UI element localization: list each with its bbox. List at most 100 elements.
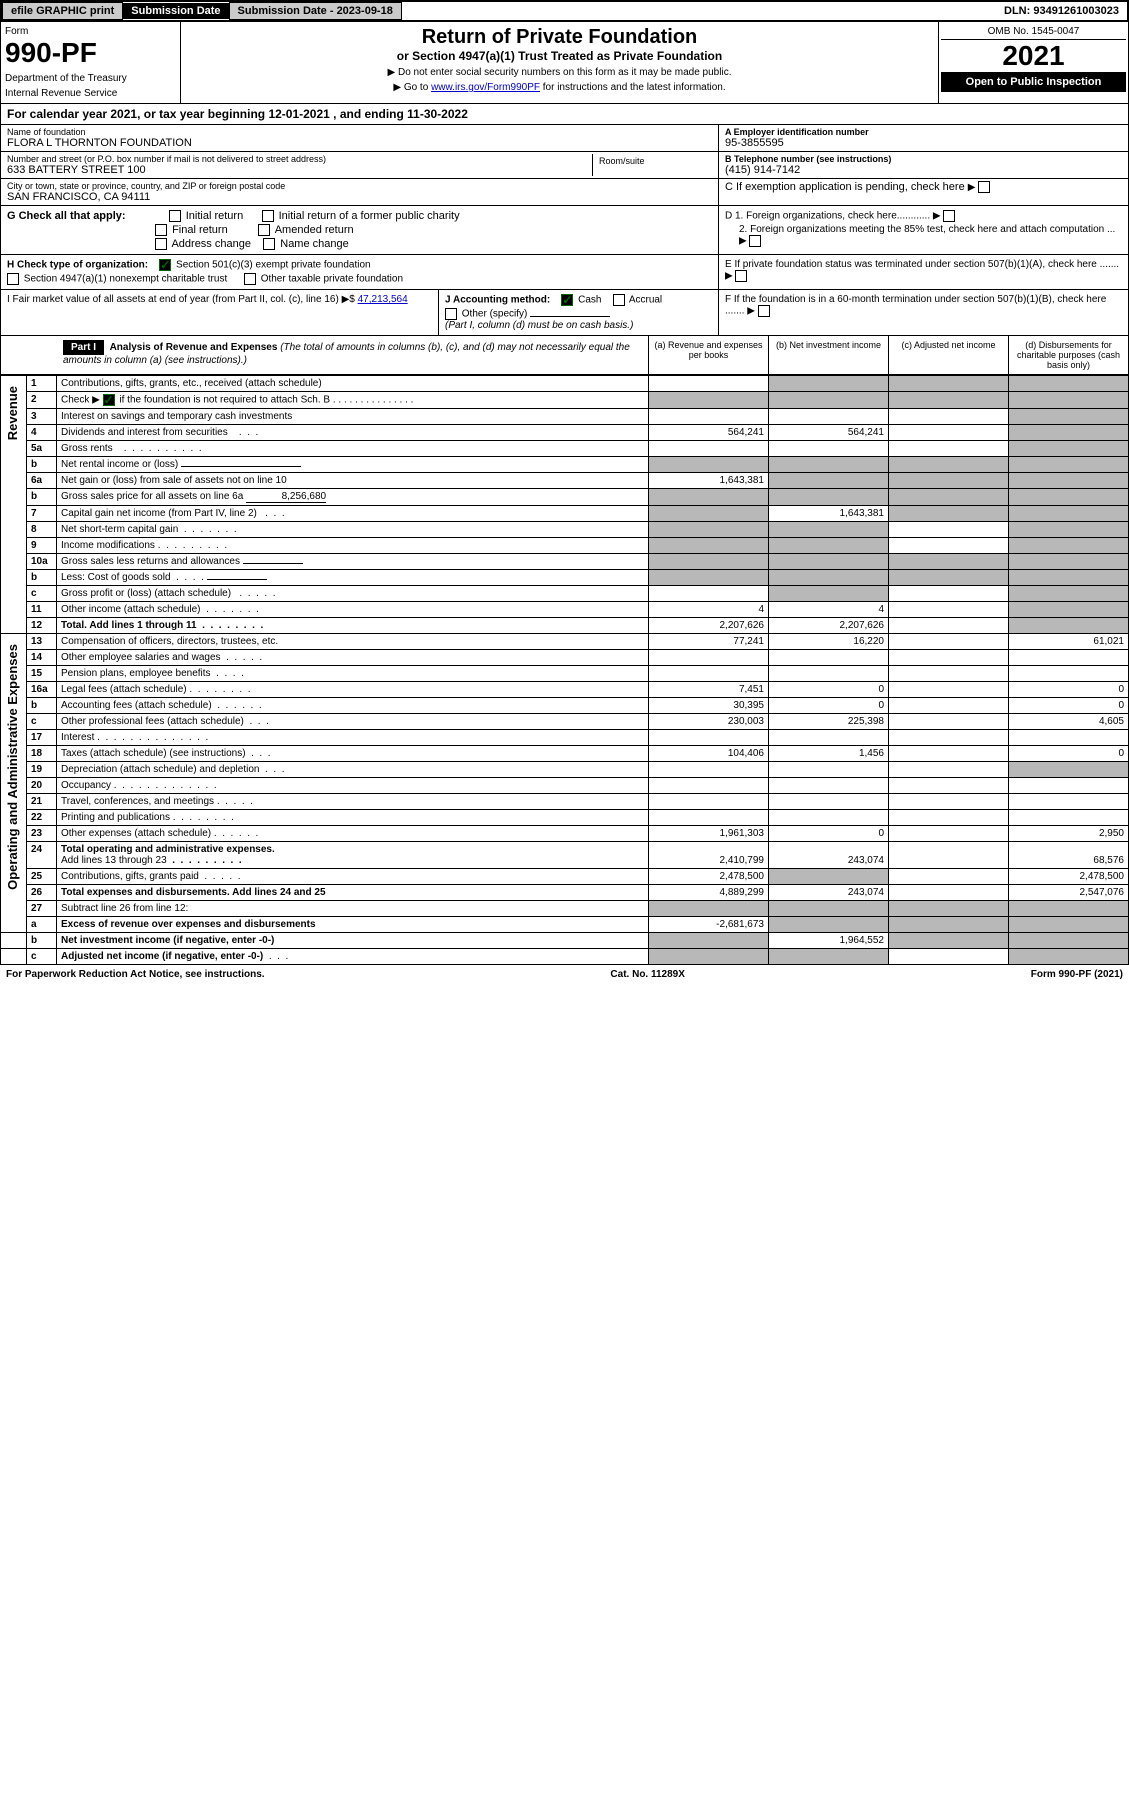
omb-number: OMB No. 1545-0047 (941, 24, 1126, 40)
501c3-checkbox[interactable] (159, 259, 171, 271)
r25-d: 2,478,500 (1009, 869, 1129, 885)
other-tax-label: Other taxable private foundation (261, 274, 403, 285)
form-title-block: Return of Private Foundation or Section … (181, 22, 938, 103)
e-label: E If private foundation status was termi… (725, 259, 1119, 270)
form-header: Form 990-PF Department of the Treasury I… (0, 22, 1129, 104)
r16b-d: 0 (1009, 698, 1129, 714)
r7-b: 1,643,381 (769, 506, 889, 522)
form-footer: Form 990-PF (2021) (1031, 969, 1123, 980)
r16c-d: 4,605 (1009, 714, 1129, 730)
other-tax-checkbox[interactable] (244, 273, 256, 285)
d2-checkbox[interactable] (749, 235, 761, 247)
501c3-label: Section 501(c)(3) exempt private foundat… (176, 260, 371, 271)
efile-print-button[interactable]: efile GRAPHIC print (2, 2, 123, 20)
row-21: Travel, conferences, and meetings (61, 796, 214, 807)
4947-checkbox[interactable] (7, 273, 19, 285)
name-change-checkbox[interactable] (263, 238, 275, 250)
row-2a: Check ▶ (61, 395, 100, 406)
r16a-b: 0 (769, 682, 889, 698)
row-11: Other income (attach schedule) (61, 604, 201, 615)
accrual-label: Accrual (629, 295, 662, 306)
h-label: H Check type of organization: (7, 260, 148, 271)
r27b-b: 1,964,552 (769, 933, 889, 949)
schb-checkbox[interactable] (103, 394, 115, 406)
part1-header-row: Part I Analysis of Revenue and Expenses … (0, 336, 1129, 375)
phone: (415) 914-7142 (725, 164, 1122, 176)
row-26: Total expenses and disbursements. Add li… (61, 887, 326, 898)
name-change-label: Name change (280, 238, 349, 250)
row-1: Contributions, gifts, grants, etc., rece… (57, 376, 649, 392)
ein: 95-3855595 (725, 137, 1122, 149)
r24-d: 68,576 (1009, 842, 1129, 869)
city-label: City or town, state or province, country… (7, 181, 712, 191)
part1-label: Part I (63, 340, 104, 355)
other-method-label: Other (specify) (462, 309, 528, 320)
row-20: Occupancy (61, 780, 111, 791)
amended-checkbox[interactable] (258, 224, 270, 236)
row-24: Total operating and administrative expen… (61, 844, 275, 855)
r11-a: 4 (649, 602, 769, 618)
r23-a: 1,961,303 (649, 826, 769, 842)
form-subtitle: or Section 4947(a)(1) Trust Treated as P… (185, 49, 934, 63)
final-return-checkbox[interactable] (155, 224, 167, 236)
r16b-b: 0 (769, 698, 889, 714)
other-method-checkbox[interactable] (445, 308, 457, 320)
r24-b: 243,074 (769, 842, 889, 869)
d1-label: D 1. Foreign organizations, check here..… (725, 211, 930, 222)
irs-link[interactable]: www.irs.gov/Form990PF (431, 82, 540, 93)
col-b-header: (b) Net investment income (768, 336, 888, 374)
r13-d: 61,021 (1009, 634, 1129, 650)
r26-d: 2,547,076 (1009, 885, 1129, 901)
j-label: J Accounting method: (445, 295, 550, 306)
row-25: Contributions, gifts, grants paid (61, 871, 199, 882)
row-9: Income modifications (61, 540, 155, 551)
city: SAN FRANCISCO, CA 94111 (7, 191, 712, 203)
f-checkbox[interactable] (758, 305, 770, 317)
initial-former-checkbox[interactable] (262, 210, 274, 222)
revenue-label: Revenue (5, 378, 20, 448)
fmv-value-link[interactable]: 47,213,564 (358, 294, 408, 305)
row-13: Compensation of officers, directors, tru… (57, 634, 649, 650)
amended-label: Amended return (275, 224, 354, 236)
calendar-year-line: For calendar year 2021, or tax year begi… (0, 104, 1129, 125)
row-6a: Net gain or (loss) from sale of assets n… (57, 473, 649, 489)
irs-label: Internal Revenue Service (5, 88, 176, 99)
cash-checkbox[interactable] (561, 294, 573, 306)
initial-return-checkbox[interactable] (169, 210, 181, 222)
row-15: Pension plans, employee benefits (61, 668, 211, 679)
row-22: Printing and publications (61, 812, 170, 823)
name-label: Name of foundation (7, 127, 712, 137)
col-a-header: (a) Revenue and expenses per books (648, 336, 768, 374)
row-24b: Add lines 13 through 23 (61, 855, 167, 866)
d1-checkbox[interactable] (943, 210, 955, 222)
row-5b: Net rental income or (loss) (61, 459, 178, 470)
room-label: Room/suite (592, 154, 712, 176)
addr-change-checkbox[interactable] (155, 238, 167, 250)
e-checkbox[interactable] (735, 270, 747, 282)
row-16c: Other professional fees (attach schedule… (61, 716, 244, 727)
col-c-header: (c) Adjusted net income (888, 336, 1008, 374)
r25-a: 2,478,500 (649, 869, 769, 885)
i-j-f-row: I Fair market value of all assets at end… (0, 290, 1129, 336)
d2-label: 2. Foreign organizations meeting the 85%… (739, 224, 1115, 235)
row-10c: Gross profit or (loss) (attach schedule) (61, 588, 231, 599)
accrual-checkbox[interactable] (613, 294, 625, 306)
exemption-pending-label: C If exemption application is pending, c… (725, 181, 965, 193)
row-10b: Less: Cost of goods sold (61, 572, 171, 583)
form-label: Form (5, 26, 176, 37)
row-18: Taxes (attach schedule) (see instruction… (61, 748, 246, 759)
phone-label: B Telephone number (see instructions) (725, 154, 1122, 164)
r16c-b: 225,398 (769, 714, 889, 730)
arrow-icon: ▶ (968, 182, 978, 193)
cash-label: Cash (578, 295, 601, 306)
row-19: Depreciation (attach schedule) and deple… (61, 764, 259, 775)
topbar: efile GRAPHIC print Submission Date Subm… (0, 0, 1129, 22)
exemption-checkbox[interactable] (978, 181, 990, 193)
row-4: Dividends and interest from securities (61, 427, 228, 438)
part1-table: Revenue 1Contributions, gifts, grants, e… (0, 375, 1129, 965)
r24-a: 2,410,799 (649, 842, 769, 869)
final-return-label: Final return (172, 224, 228, 236)
row-14: Other employee salaries and wages (61, 652, 221, 663)
r16a-d: 0 (1009, 682, 1129, 698)
4947-label: Section 4947(a)(1) nonexempt charitable … (24, 274, 227, 285)
